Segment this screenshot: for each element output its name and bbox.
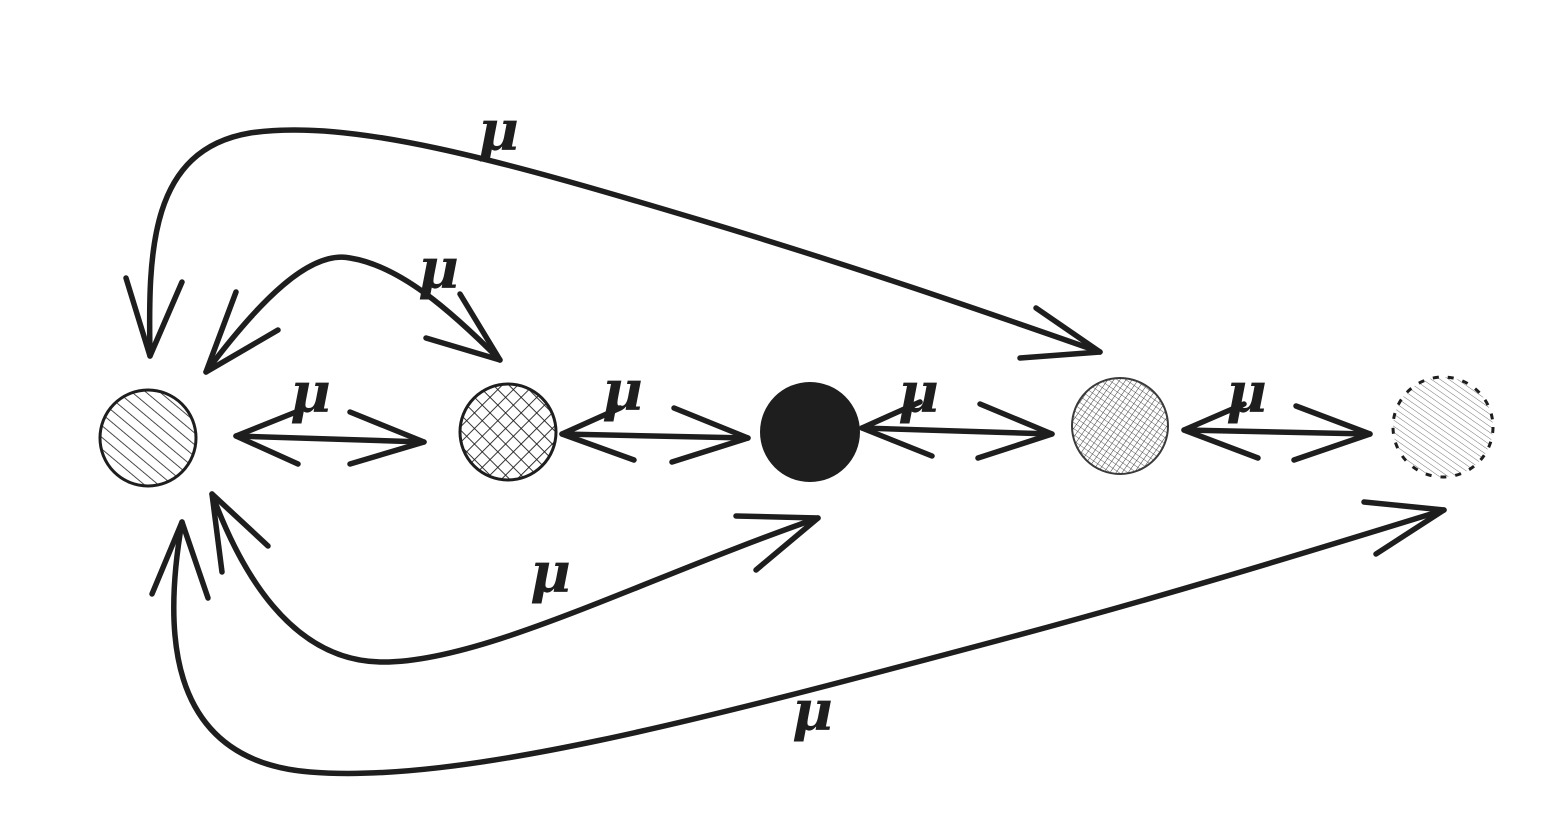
node-n5 — [1391, 375, 1495, 479]
node-n1 — [98, 388, 198, 488]
node-n3 — [760, 382, 860, 482]
edge-n2-n3: μ — [559, 358, 751, 465]
edge-n1-n3-arc: μ — [209, 491, 821, 665]
edge-n1-n2-arc: μ — [203, 236, 503, 375]
edge-n1-n2: μ — [233, 360, 427, 467]
edge-label-n3-n4: μ — [898, 360, 939, 426]
edge-label-n1-n2: μ — [290, 360, 331, 426]
edge-label-n1-n2-arc: μ — [418, 236, 459, 302]
edge-label-n2-n3: μ — [602, 358, 643, 424]
edge-n1-n5-arc: μ — [149, 499, 1447, 777]
edge-n3-n4: μ — [859, 360, 1055, 461]
node-n4 — [1071, 377, 1169, 475]
node-n2 — [458, 382, 558, 482]
edge-n1-n4-arc: μ — [123, 98, 1103, 361]
edge-label-n1-n3-arc: μ — [530, 540, 571, 606]
edge-label-n1-n4-arc: μ — [478, 98, 519, 164]
edge-label-n1-n5-arc: μ — [792, 678, 833, 744]
edge-n4-n5: μ — [1181, 360, 1373, 463]
edge-label-n4-n5: μ — [1226, 360, 1267, 426]
